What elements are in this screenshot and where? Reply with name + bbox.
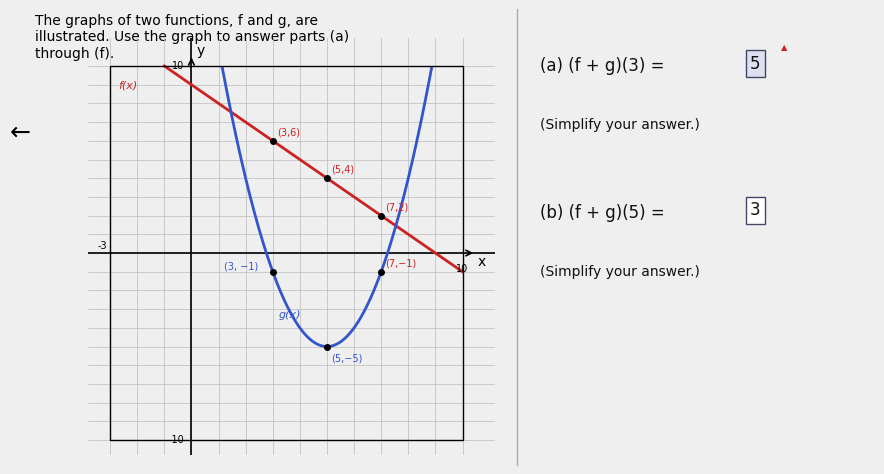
Text: (3, −1): (3, −1) [224,262,258,272]
Text: 10: 10 [456,264,469,274]
Text: ▲: ▲ [781,43,788,52]
Text: (5,4): (5,4) [331,164,354,174]
Text: (a) (f + g)(3) =: (a) (f + g)(3) = [539,57,669,75]
Text: (Simplify your answer.): (Simplify your answer.) [539,118,699,133]
Text: y: y [197,44,205,58]
Text: ←: ← [10,121,30,145]
Text: 5: 5 [750,55,760,73]
Bar [110,66,462,440]
Text: g(x): g(x) [278,310,301,320]
Text: 3: 3 [750,201,760,219]
Text: -10: -10 [169,435,185,445]
Text: -3: -3 [98,240,107,251]
Text: f(x): f(x) [118,81,138,91]
Text: x: x [477,255,485,269]
Text: The graphs of two functions, f and g, are
illustrated. Use the graph to answer p: The graphs of two functions, f and g, ar… [35,14,349,61]
Text: (b) (f + g)(5) =: (b) (f + g)(5) = [539,204,670,222]
Text: (5,−5): (5,−5) [331,354,362,364]
Text: (Simplify your answer.): (Simplify your answer.) [539,265,699,280]
Text: 10: 10 [172,61,185,71]
Text: (7,2): (7,2) [385,202,408,212]
Text: (7,−1): (7,−1) [385,258,416,268]
Text: (3,6): (3,6) [277,127,300,137]
